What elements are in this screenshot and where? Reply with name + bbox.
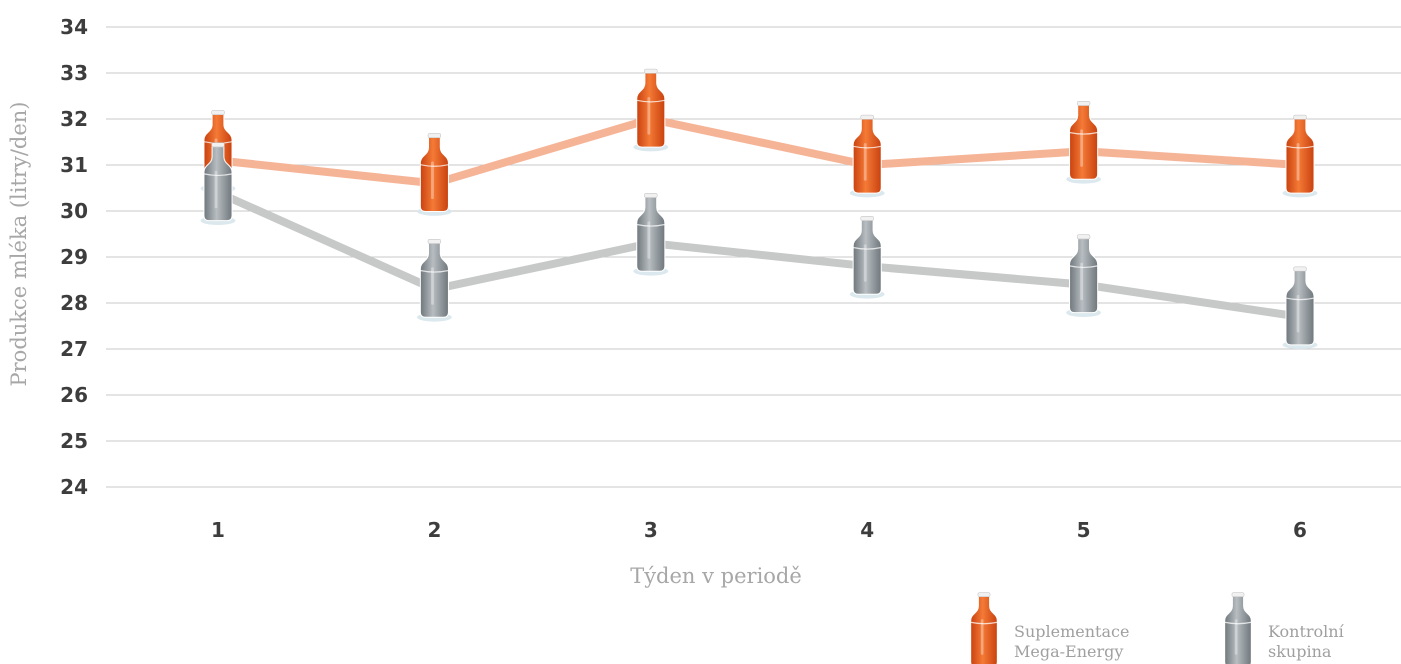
- x-tick-label: 4: [860, 518, 874, 542]
- x-axis-label: Týden v periodě: [630, 564, 802, 588]
- x-tick-label: 6: [1293, 518, 1307, 542]
- x-tick-label: 2: [427, 518, 441, 542]
- y-tick-label: 31: [60, 153, 88, 177]
- x-tick-label: 3: [644, 518, 658, 542]
- y-tick-label: 30: [60, 199, 88, 223]
- x-tick-label: 1: [211, 518, 225, 542]
- legend-bottle-icon-1: [1224, 592, 1252, 664]
- legend-label-1: skupina: [1268, 642, 1332, 661]
- series-1-point-marker: [633, 193, 669, 276]
- series-1-point-marker: [200, 142, 236, 225]
- y-tick-label: 34: [60, 15, 88, 39]
- series-1-point-marker: [416, 239, 452, 322]
- series-1-point-marker: [849, 216, 885, 299]
- x-tick-label: 5: [1077, 518, 1091, 542]
- series-line-0: [214, 115, 1304, 188]
- y-tick-label: 29: [60, 245, 88, 269]
- series-0-point-marker: [1066, 101, 1102, 184]
- x-axis-ticks: 1 2 3 4 5 6: [211, 518, 1307, 542]
- y-tick-label: 33: [60, 61, 88, 85]
- y-tick-label: 32: [60, 107, 88, 131]
- series-0-point-marker: [633, 68, 669, 152]
- y-tick-label: 25: [60, 429, 88, 453]
- series-1-point-marker: [1282, 266, 1318, 350]
- series-0-point-marker: [1282, 114, 1318, 198]
- legend-label-0: Suplementace: [1014, 622, 1129, 641]
- legend-label-0: Mega-Energy: [1014, 642, 1123, 661]
- y-tick-label: 26: [60, 383, 88, 407]
- legend-bottle-icon-0: [970, 592, 998, 664]
- series-lines: [214, 115, 1304, 321]
- legend-label-1: Kontrolní: [1268, 622, 1345, 641]
- series-1-point-marker: [1066, 234, 1102, 317]
- y-tick-label: 28: [60, 291, 88, 315]
- series-markers: [200, 68, 1318, 350]
- y-tick-label: 24: [60, 475, 88, 499]
- series-0-point-marker: [416, 133, 452, 216]
- y-tick-label: 27: [60, 337, 88, 361]
- series-0-point-marker: [849, 114, 885, 198]
- y-axis-label: Produkce mléka (litry/den): [7, 102, 31, 387]
- y-axis-ticks: 24 25 26 27 28 29 30 31 32 33 34: [60, 15, 88, 499]
- series-line-1: [214, 188, 1304, 321]
